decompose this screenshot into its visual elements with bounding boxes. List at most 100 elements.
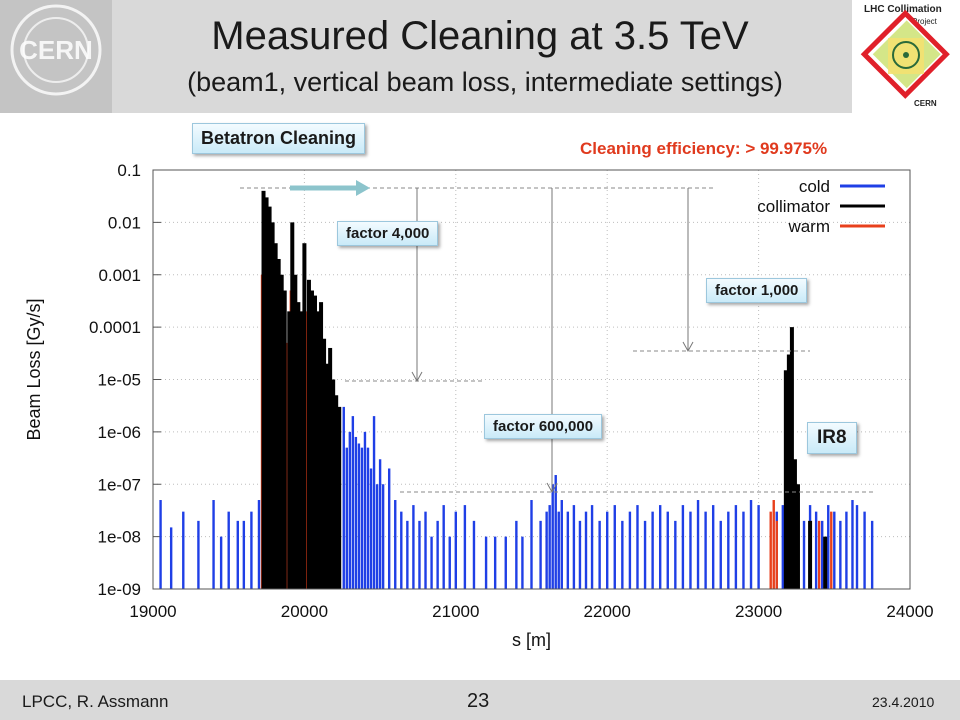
bar-cold: [521, 536, 524, 589]
bar-cold: [515, 520, 518, 589]
bar-cold: [598, 520, 601, 589]
bar-cold: [169, 527, 173, 589]
bar-cold: [557, 511, 560, 589]
page-title: Measured Cleaning at 3.5 TeV: [211, 14, 749, 58]
bar-cold: [696, 500, 700, 589]
bar-cold: [855, 505, 859, 589]
bar-cold: [674, 520, 677, 589]
bar-cold: [424, 511, 427, 589]
x-tick-label: 24000: [886, 602, 933, 621]
bar-cold: [613, 505, 616, 589]
logo-text-line2: Project: [912, 17, 938, 26]
betatron-cleaning-callout: Betatron Cleaning: [192, 123, 366, 154]
bar-cold: [381, 484, 385, 589]
bar-collimator: [276, 258, 281, 589]
bar-collimator: [309, 290, 314, 589]
bar-cold: [681, 505, 685, 589]
bar-cold: [504, 536, 507, 589]
bar-collimator: [795, 484, 800, 589]
y-tick-labels: 0.1 0.01 0.001 0.0001 1e-05 1e-06 1e-07 1e-08 1e…: [89, 161, 141, 599]
bar-cold: [572, 505, 576, 589]
factor-4000-callout: factor 4,000: [337, 221, 439, 246]
bar-cold: [242, 520, 246, 589]
bar-cold: [436, 520, 439, 589]
y-tick-label: 0.0001: [89, 318, 141, 337]
bar-cold: [839, 520, 842, 589]
bar-cold: [554, 475, 557, 589]
bar-cold: [197, 520, 200, 589]
bar-cold: [357, 443, 361, 589]
bar-cold: [493, 536, 497, 589]
bar-cold: [870, 520, 874, 589]
bar-cold: [539, 520, 542, 589]
bar-cold: [590, 505, 594, 589]
bar-cold: [781, 505, 785, 589]
cern-logo-icon: CERN: [10, 4, 102, 96]
bar-collimator: [306, 279, 311, 589]
x-axis-label: s [m]: [512, 630, 551, 650]
beam-loss-chart: 19000 20000 21000 22000 23000 24000 0.10.010.…: [24, 161, 934, 650]
legend-label: collimator: [757, 197, 830, 216]
bar-collimator: [325, 363, 330, 589]
factor-600000-callout: factor 600,000: [484, 414, 603, 439]
x-tick-label: 20000: [281, 602, 328, 621]
factor-1000-callout: factor 1,000: [706, 278, 808, 303]
bar-cold: [551, 484, 554, 589]
bar-cold: [369, 468, 373, 589]
factor-arrow-head: [411, 371, 423, 383]
bar-cold: [212, 500, 215, 589]
bar-warm: [772, 500, 775, 589]
bar-collimator: [264, 197, 269, 589]
logo-text-line1: LHC Collimation: [864, 4, 942, 15]
bar-collimator: [319, 302, 324, 589]
annotation-lines: [240, 180, 875, 494]
bar-collimator: [823, 536, 828, 589]
bar-cold: [658, 505, 662, 589]
bar-cold: [406, 520, 409, 589]
bar-collimator: [270, 222, 275, 589]
bar-collimator: [808, 520, 813, 589]
x-tick-label: 21000: [432, 602, 479, 621]
bar-collimator: [282, 290, 287, 589]
bar-cold: [472, 520, 476, 589]
betatron-arrow-head: [356, 180, 370, 196]
y-tick-label: 1e-06: [98, 423, 141, 442]
x-tick-labels: 19000 20000 21000 22000 23000 24000: [129, 602, 933, 621]
bar-cold: [704, 511, 707, 589]
slide-header: CERN Measured Cleaning at 3.5 TeV (beam1…: [0, 0, 960, 113]
bar-warm: [817, 520, 821, 589]
bar-cold: [566, 511, 570, 589]
bar-collimator: [299, 311, 304, 589]
bar-cold: [757, 505, 760, 589]
bar-collimator: [789, 327, 794, 589]
footer-date: 23.4.2010: [872, 694, 935, 710]
bar-cold: [394, 500, 397, 589]
bar-cold: [442, 505, 445, 589]
bar-cold: [636, 505, 639, 589]
bar-collimator: [279, 274, 284, 589]
y-axis-label: Beam Loss [Gy/s]: [24, 298, 44, 440]
bar-collimator: [331, 379, 336, 589]
bar-cold: [418, 520, 421, 589]
page-number: 23: [467, 690, 490, 712]
y-tick-label: 1e-08: [98, 528, 141, 547]
x-tick-label: 23000: [735, 602, 782, 621]
bar-collimator: [334, 395, 339, 589]
bar-cold: [719, 520, 722, 589]
collimation-logo: LHC Collimation Project CERN: [852, 0, 960, 113]
bar-collimator: [296, 302, 301, 589]
bar-cold: [375, 484, 379, 589]
bar-collimator: [293, 274, 298, 589]
bar-collimator: [337, 406, 342, 589]
cern-logo-text: CERN: [19, 35, 93, 65]
bar-cold: [727, 511, 730, 589]
y-tick-label: 0.1: [117, 161, 141, 180]
bar-cold: [734, 505, 738, 589]
bar-cold: [227, 511, 230, 589]
bar-cold: [342, 406, 345, 589]
bar-collimator: [290, 222, 295, 589]
bar-collimator: [783, 370, 788, 589]
bar-cold: [430, 536, 433, 589]
bar-cold: [360, 447, 364, 589]
bar-cold: [387, 468, 391, 589]
